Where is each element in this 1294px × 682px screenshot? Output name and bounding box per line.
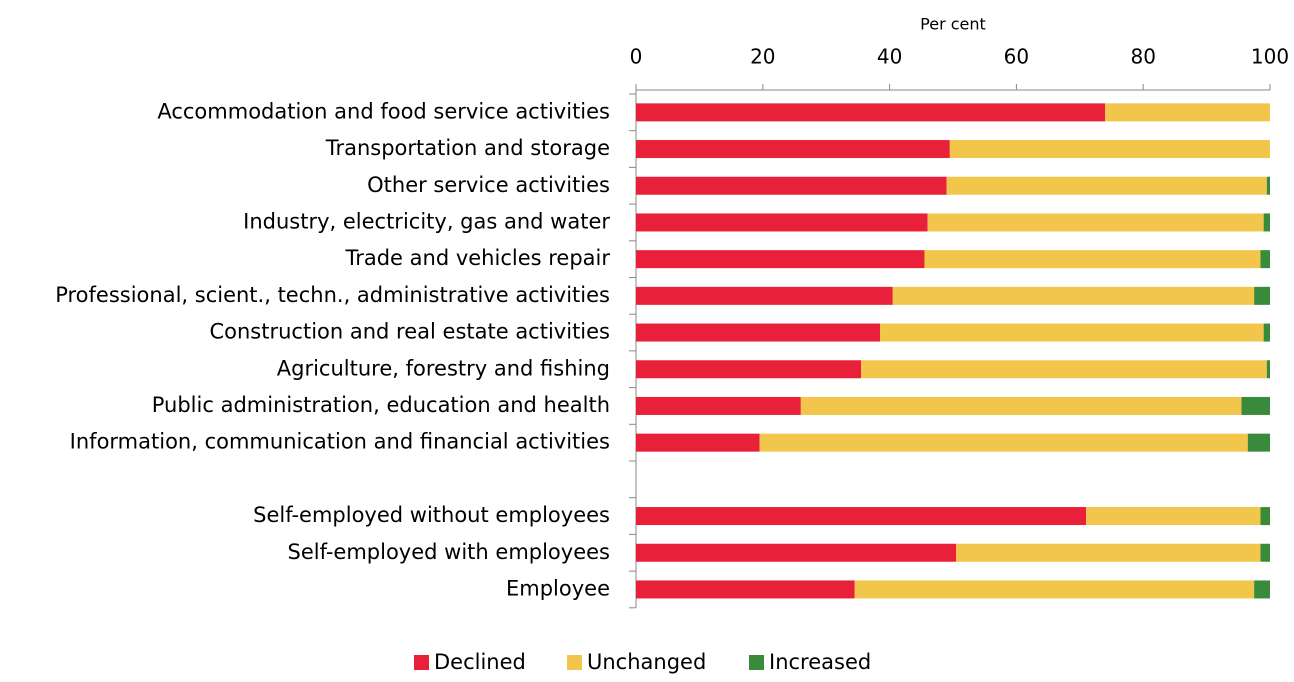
y-tick-label: Transportation and storage bbox=[325, 136, 610, 160]
y-tick-label: Trade and vehicles repair bbox=[344, 246, 610, 270]
y-tick-label: Professional, scient., techn., administr… bbox=[55, 283, 610, 307]
bar-segment bbox=[636, 580, 855, 599]
bar-segment bbox=[636, 433, 760, 452]
y-tick-label: Industry, electricity, gas and water bbox=[243, 209, 610, 233]
legend-swatch bbox=[414, 655, 429, 670]
bar-segment bbox=[636, 250, 925, 269]
y-tick-label: Other service activities bbox=[367, 173, 610, 197]
bar-segment bbox=[949, 140, 1270, 159]
bar-segment bbox=[636, 323, 881, 342]
x-tick-label: 60 bbox=[1004, 45, 1029, 69]
legend-label: Declined bbox=[434, 650, 526, 674]
bar-segment bbox=[1241, 396, 1270, 415]
y-tick-label: Employee bbox=[506, 576, 610, 600]
bar-segment bbox=[1263, 323, 1270, 342]
bar-segment bbox=[854, 580, 1255, 599]
bar-segment bbox=[636, 176, 947, 195]
legend-swatch bbox=[749, 655, 764, 670]
bar-segment bbox=[636, 396, 801, 415]
bar-segment bbox=[1254, 580, 1270, 599]
y-tick-label: Agriculture, forestry and fishing bbox=[277, 356, 610, 380]
bar-segment bbox=[927, 213, 1264, 232]
y-tick-label: Information, communication and financial… bbox=[70, 430, 610, 454]
x-tick-label: 20 bbox=[750, 45, 775, 69]
bar-segment bbox=[636, 286, 893, 305]
bar-segment bbox=[924, 250, 1261, 269]
bar-segment bbox=[800, 396, 1242, 415]
bar-segment bbox=[636, 507, 1087, 526]
x-tick-label: 0 bbox=[630, 45, 643, 69]
y-tick-label: Self-employed with employees bbox=[288, 540, 610, 564]
legend-label: Increased bbox=[769, 650, 871, 674]
bar-segment bbox=[1105, 103, 1270, 122]
bar-segment bbox=[880, 323, 1264, 342]
y-tick-label: Public administration, education and hea… bbox=[152, 393, 610, 417]
bar-segment bbox=[636, 213, 928, 232]
legend-swatch bbox=[567, 655, 582, 670]
bar-segment bbox=[636, 543, 957, 562]
bar-segment bbox=[1263, 213, 1270, 232]
bar-segment bbox=[1086, 507, 1261, 526]
y-tick-label: Accommodation and food service activitie… bbox=[157, 99, 610, 123]
x-tick-label: 80 bbox=[1130, 45, 1155, 69]
legend-label: Unchanged bbox=[587, 650, 706, 674]
bar-segment bbox=[956, 543, 1261, 562]
axis-label: Per cent bbox=[920, 15, 986, 34]
y-tick-label: Construction and real estate activities bbox=[209, 320, 610, 344]
bar-segment bbox=[1260, 507, 1270, 526]
bar-segment bbox=[636, 140, 950, 159]
bar-segment bbox=[861, 360, 1267, 379]
bar-segment bbox=[1260, 543, 1270, 562]
bar-segment bbox=[1254, 286, 1270, 305]
bar-segment bbox=[946, 176, 1267, 195]
bar-segment bbox=[636, 103, 1106, 122]
y-tick-label: Self-employed without employees bbox=[253, 503, 610, 527]
x-tick-label: 40 bbox=[877, 45, 902, 69]
bar-segment bbox=[892, 286, 1255, 305]
x-tick-label: 100 bbox=[1251, 45, 1289, 69]
bar-segment bbox=[1260, 250, 1270, 269]
bar-segment bbox=[1247, 433, 1270, 452]
bar-segment bbox=[636, 360, 862, 379]
bar-segment bbox=[759, 433, 1248, 452]
bar-segment bbox=[1266, 360, 1270, 379]
bar-segment bbox=[1266, 176, 1270, 195]
